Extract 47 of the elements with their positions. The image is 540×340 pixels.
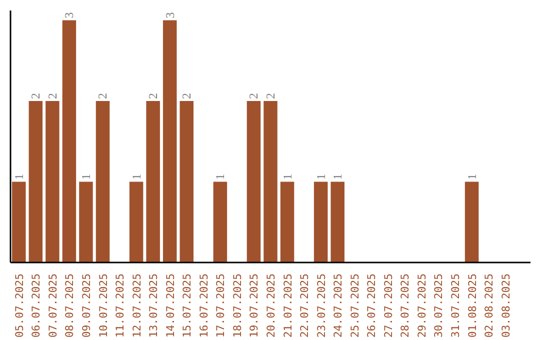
x-tick-label: 10.07.2025 [96, 274, 110, 338]
x-tick-label: 08.07.2025 [63, 274, 76, 338]
x-tick-label: 27.07.2025 [382, 274, 395, 338]
data-label: 2 [96, 92, 110, 99]
x-tick-label: 21.07.2025 [281, 274, 294, 338]
data-label: 2 [180, 92, 194, 99]
data-label: 3 [62, 12, 76, 18]
data-label: 1 [78, 174, 93, 180]
x-tick-label: 05.07.2025 [12, 274, 26, 338]
x-tick-label: 09.07.2025 [80, 274, 93, 338]
data-label: 1 [314, 174, 328, 180]
x-tick-label: 07.07.2025 [46, 274, 60, 338]
x-tick-label: 31.07.2025 [449, 274, 462, 338]
data-label: 1 [280, 174, 294, 180]
data-label: 1 [12, 174, 26, 180]
x-tick-label: 17.07.2025 [214, 274, 228, 338]
x-tick-label: 02.08.2025 [482, 274, 496, 338]
x-tick-label: 01.08.2025 [466, 274, 479, 338]
x-tick-label: 22.07.2025 [298, 274, 312, 338]
x-tick-label: 14.07.2025 [164, 274, 177, 338]
x-tick-label: 16.07.2025 [197, 274, 210, 338]
x-tick-label: 29.07.2025 [415, 274, 428, 338]
x-tick-label: 28.07.2025 [398, 274, 412, 338]
data-label: 2 [45, 92, 60, 99]
data-label: 1 [330, 174, 345, 180]
x-tick-label: 26.07.2025 [365, 274, 378, 338]
x-tick-label: 13.07.2025 [147, 274, 160, 338]
data-label: 1 [129, 174, 144, 180]
x-tick-label: 18.07.2025 [230, 274, 244, 338]
data-label: 2 [246, 92, 261, 99]
data-label: 2 [264, 92, 278, 99]
x-tick-label: 20.07.2025 [264, 274, 278, 338]
x-tick-label: 19.07.2025 [248, 274, 261, 338]
x-tick-label: 23.07.2025 [314, 274, 328, 338]
data-label: 3 [162, 12, 177, 18]
data-label: 1 [213, 174, 228, 180]
x-tick-label: 15.07.2025 [180, 274, 194, 338]
data-label: 2 [146, 92, 160, 99]
x-tick-label: 30.07.2025 [432, 274, 446, 338]
x-tick-label: 11.07.2025 [114, 274, 127, 338]
data-label: 1 [464, 174, 479, 180]
x-tick-label: 12.07.2025 [130, 274, 144, 338]
x-tick-label: 24.07.2025 [332, 274, 345, 338]
x-tick-label: 03.08.2025 [499, 274, 512, 338]
data-label: 2 [28, 92, 43, 99]
x-tick-label: 25.07.2025 [348, 274, 362, 338]
x-tick-label: 06.07.2025 [30, 274, 43, 338]
